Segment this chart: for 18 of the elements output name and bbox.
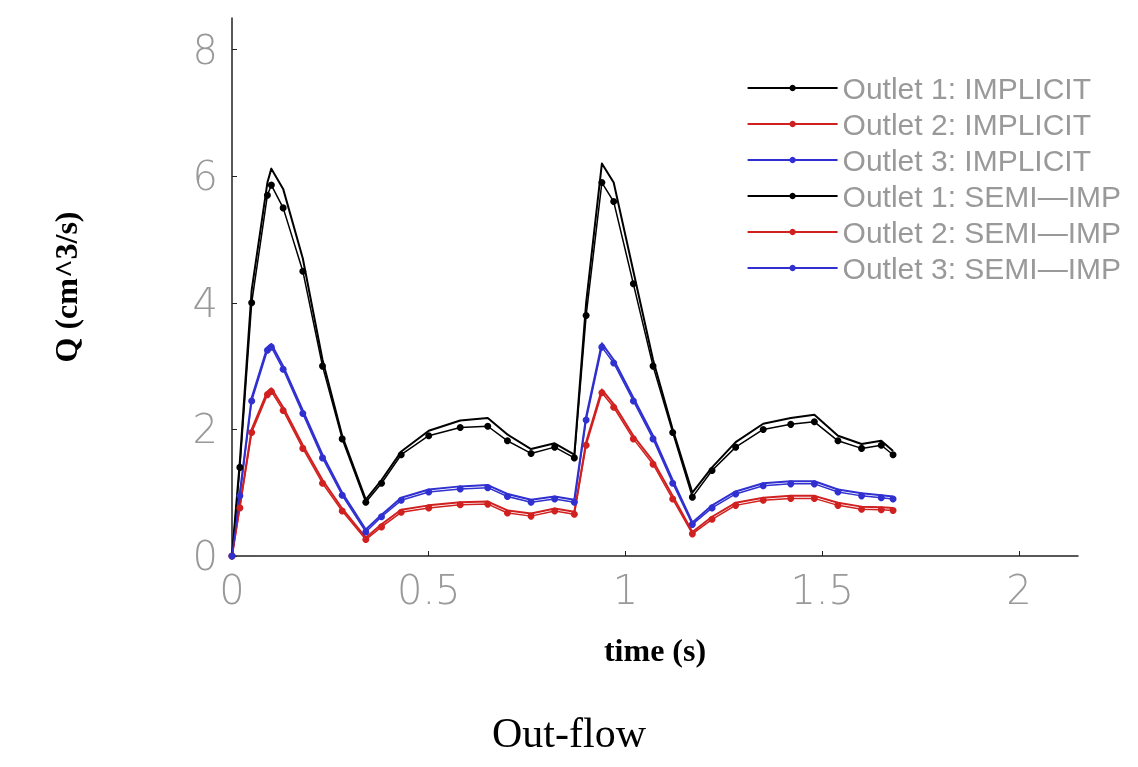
x-tick-label: 1	[612, 567, 639, 613]
legend-label: Outlet 1: IMPLICIT	[842, 71, 1092, 105]
y-tick-label: 0	[192, 533, 218, 579]
x-tick-label: 1.5	[790, 567, 855, 613]
y-tick-label: 4	[192, 279, 218, 326]
text: Out-flow	[492, 710, 647, 756]
legend-label: Outlet 2: SEMI—IMP	[842, 215, 1122, 249]
y-tick-label: 8	[192, 26, 218, 73]
x-axis-title: time (s)	[603, 632, 707, 668]
x-tick-label: 2	[1006, 567, 1032, 613]
legend-label: Outlet 3: SEMI—IMP	[842, 251, 1122, 285]
y-tick-label: 6	[192, 153, 218, 200]
legend-label: Outlet 1: SEMI—IMP	[842, 179, 1122, 213]
y-tick-label: 2	[192, 406, 218, 453]
x-tick-label: 0.5	[396, 567, 461, 613]
legend-label: Outlet 2: IMPLICIT	[842, 107, 1092, 141]
y-axis-title: Q (cm^3/s)	[48, 211, 84, 363]
legend-label: Outlet 3: IMPLICIT	[842, 143, 1092, 177]
